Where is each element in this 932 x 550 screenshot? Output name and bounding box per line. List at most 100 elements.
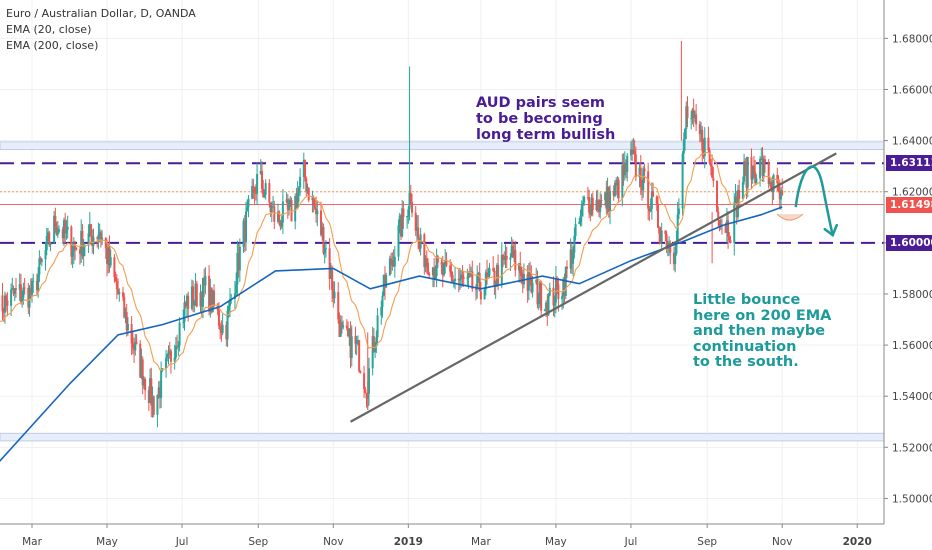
candle-body bbox=[693, 114, 696, 118]
candle-body bbox=[727, 220, 730, 238]
candle-body bbox=[586, 197, 589, 199]
candle-body bbox=[194, 283, 197, 301]
candle-body bbox=[294, 196, 297, 222]
candle-body bbox=[642, 168, 645, 191]
candle-body bbox=[397, 225, 400, 257]
candle-body bbox=[333, 291, 336, 299]
legend-title: Euro / Australian Dollar, D, OANDA bbox=[6, 7, 196, 20]
candle-body bbox=[419, 234, 422, 249]
candle-body bbox=[682, 139, 685, 154]
candle-body bbox=[681, 153, 684, 209]
candle-body bbox=[133, 348, 136, 351]
candle-body bbox=[488, 268, 491, 276]
candle-body bbox=[684, 129, 687, 140]
candle-body bbox=[299, 176, 302, 188]
candle-body bbox=[185, 295, 188, 307]
candle-body bbox=[158, 387, 161, 398]
candle-body bbox=[122, 292, 125, 297]
candle-body bbox=[562, 278, 565, 297]
price-tag-current: 1.61498 bbox=[886, 196, 932, 213]
candle-body bbox=[686, 106, 689, 119]
candle-body bbox=[38, 258, 41, 275]
candle-body bbox=[157, 387, 160, 395]
candle-body bbox=[770, 181, 773, 189]
candle-body bbox=[131, 343, 134, 349]
candle-body bbox=[324, 248, 327, 250]
candle-body bbox=[62, 220, 65, 239]
candle-body bbox=[454, 278, 457, 281]
candle-body bbox=[312, 197, 315, 206]
candle-body bbox=[22, 287, 25, 298]
candle-body bbox=[297, 187, 300, 194]
y-tick-label: 1.58000 bbox=[892, 289, 932, 301]
candle-body bbox=[414, 212, 417, 231]
candle-body bbox=[5, 295, 8, 301]
candle-body bbox=[124, 312, 127, 318]
x-tick-label: Sep bbox=[697, 536, 717, 548]
candle-body bbox=[703, 137, 706, 157]
candle-body bbox=[87, 233, 90, 246]
candle-body bbox=[313, 205, 316, 209]
candle-body bbox=[600, 200, 603, 202]
candle-body bbox=[169, 350, 172, 362]
candle-body bbox=[13, 288, 16, 294]
candle-body bbox=[388, 258, 391, 276]
candle-body bbox=[461, 274, 464, 278]
candle-body bbox=[434, 276, 437, 279]
candle-body bbox=[415, 227, 418, 231]
candle-body bbox=[668, 242, 671, 246]
candle-body bbox=[321, 227, 324, 235]
candle-body bbox=[639, 167, 642, 188]
candle-body bbox=[322, 227, 325, 254]
candle-body bbox=[81, 230, 84, 257]
range-band bbox=[0, 432, 885, 442]
candle-body bbox=[201, 277, 204, 307]
candle-body bbox=[777, 182, 780, 192]
candle-body bbox=[623, 162, 626, 176]
chart-legend: Euro / Australian Dollar, D, OANDA EMA (… bbox=[6, 6, 196, 54]
candle-body bbox=[707, 137, 710, 151]
candle-body bbox=[18, 284, 21, 290]
candle-body bbox=[19, 284, 22, 302]
candle-body bbox=[574, 223, 577, 237]
candle-body bbox=[471, 271, 474, 289]
candle-body bbox=[311, 197, 314, 201]
candle-body bbox=[219, 325, 222, 330]
candle-body bbox=[254, 192, 257, 194]
candle-body bbox=[156, 394, 159, 415]
candle-body bbox=[182, 322, 185, 324]
candle-body bbox=[35, 280, 38, 291]
candle-body bbox=[183, 302, 186, 323]
candle-body bbox=[502, 254, 505, 257]
candle-body bbox=[237, 252, 240, 271]
candle-body bbox=[779, 190, 782, 200]
candle-body bbox=[147, 390, 150, 403]
candle-body bbox=[520, 272, 523, 277]
candle-body bbox=[588, 197, 591, 213]
candle-body bbox=[530, 276, 533, 293]
candle-body bbox=[104, 237, 107, 248]
candle-body bbox=[428, 273, 431, 276]
candle-body bbox=[712, 177, 715, 181]
candle-body bbox=[150, 378, 153, 406]
candle-body bbox=[579, 215, 582, 222]
candle-body bbox=[597, 210, 600, 212]
candle-body bbox=[354, 336, 357, 344]
candle-body bbox=[339, 322, 342, 337]
ema-lines bbox=[0, 151, 783, 462]
x-tick-label: Sep bbox=[248, 536, 268, 548]
x-tick-label: Mar bbox=[471, 536, 491, 548]
candle-body bbox=[376, 315, 379, 338]
candle-body bbox=[27, 287, 30, 308]
candle-body bbox=[580, 205, 583, 216]
candle-body bbox=[563, 278, 566, 297]
candle-body bbox=[211, 290, 214, 312]
candle-body bbox=[193, 300, 196, 306]
x-tick-label: Jul bbox=[624, 536, 638, 548]
candle-body bbox=[260, 170, 263, 189]
candle-body bbox=[477, 273, 480, 275]
candle-body bbox=[708, 150, 711, 164]
candle-body bbox=[467, 273, 470, 278]
